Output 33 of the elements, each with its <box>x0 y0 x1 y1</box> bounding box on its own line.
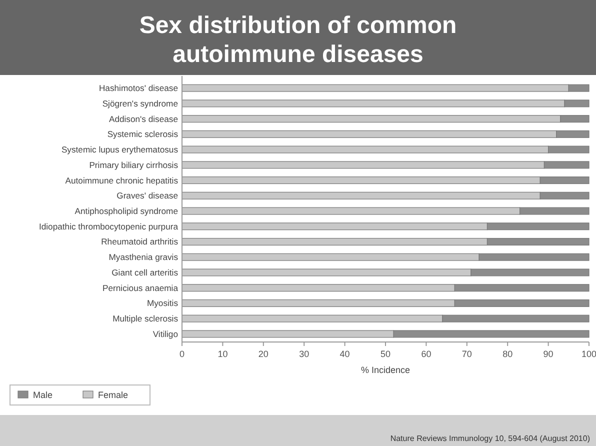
y-tick-label: Systemic lupus erythematosus <box>61 144 178 155</box>
y-tick-label: Systemic sclerosis <box>107 129 178 140</box>
x-tick-label: 100 <box>581 349 596 359</box>
x-tick-label: 20 <box>258 349 268 359</box>
y-tick-label: Myasthenia gravis <box>108 252 178 262</box>
legend-label: Female <box>98 390 128 400</box>
y-tick-label: Giant cell arteritis <box>112 267 178 278</box>
y-tick-label: Rheumatoid arthritis <box>101 236 178 247</box>
y-tick-label: Myositis <box>146 298 178 308</box>
y-tick-label: Hashimotos' disease <box>98 83 178 94</box>
x-tick-label: 90 <box>543 349 554 359</box>
x-tick-label: 30 <box>299 349 310 359</box>
x-axis-title: % Incidence <box>360 365 410 375</box>
x-tick-label: 0 <box>179 349 185 359</box>
y-tick-label: Multiple sclerosis <box>112 314 178 324</box>
y-tick-label: Vitiligo <box>152 328 178 339</box>
x-tick-label: 10 <box>218 349 228 359</box>
y-tick-label: Addison's disease <box>108 114 178 124</box>
legend-label: Male <box>33 390 53 400</box>
x-tick-label: 40 <box>340 349 350 359</box>
y-tick-label: Antiphospholipid syndrome <box>74 206 178 216</box>
text: Nature Reviews Immunology 10, 594-604 (August 2010) <box>390 434 590 443</box>
x-tick-label: 50 <box>380 349 391 359</box>
x-tick-label: 60 <box>421 349 432 359</box>
y-tick-label: Idiopathic thrombocytopenic purpura <box>38 221 178 232</box>
y-tick-label: Sjögren's syndrome <box>102 98 178 108</box>
y-tick-label: Pernicious anaemia <box>102 282 178 293</box>
y-tick-label: Primary biliary cirrhosis <box>89 160 178 170</box>
y-tick-label: Autoimmune chronic hepatitis <box>65 175 178 186</box>
y-tick-label: Graves' disease <box>116 190 178 201</box>
chart-title: Sex distribution of common autoimmune diseases <box>139 12 457 68</box>
x-tick-label: 70 <box>462 349 472 359</box>
x-tick-label: 80 <box>502 349 513 359</box>
